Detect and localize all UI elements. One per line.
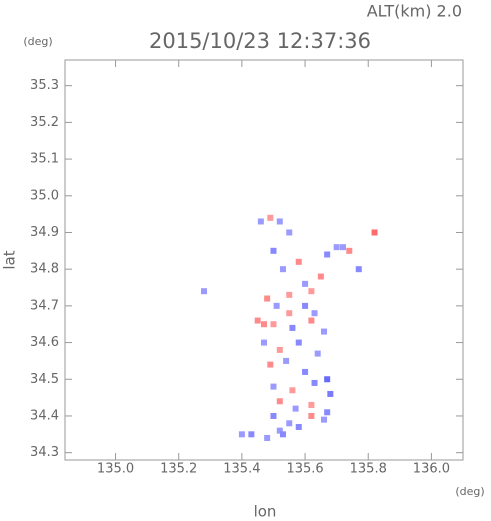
radar-echo <box>261 339 267 346</box>
radar-echo <box>289 324 296 331</box>
radar-echo <box>286 420 293 427</box>
radar-echo <box>270 321 277 328</box>
radar-echo <box>314 350 321 357</box>
y-tick-label: 35.2 <box>30 115 59 130</box>
radar-echo <box>289 387 296 394</box>
radar-echo <box>276 398 283 405</box>
radar-echo <box>254 317 261 324</box>
chart-title: 2015/10/23 12:37:36 <box>149 29 371 53</box>
radar-echo <box>286 291 293 298</box>
y-unit: (deg) <box>23 35 52 48</box>
x-tick-label: 135.6 <box>286 462 323 477</box>
plot-frame <box>64 59 464 461</box>
radar-echo <box>324 376 331 383</box>
x-tick-label: 135.0 <box>97 462 134 477</box>
radar-echo <box>371 229 378 236</box>
radar-echo <box>295 258 302 265</box>
x-tick-label: 135.4 <box>223 462 260 477</box>
x-unit: (deg) <box>455 485 484 498</box>
radar-echo <box>346 247 353 254</box>
radar-echo <box>308 412 315 419</box>
radar-echo <box>270 247 277 254</box>
radar-echo <box>267 361 274 368</box>
y-tick-label: 34.8 <box>30 262 59 277</box>
y-tick-label: 34.9 <box>30 225 59 240</box>
radar-echo <box>279 266 286 273</box>
radar-echo <box>302 302 309 309</box>
radar-echo <box>324 251 331 258</box>
y-tick-label: 34.7 <box>30 298 59 313</box>
radar-echo <box>327 390 334 397</box>
radar-echo <box>279 431 286 438</box>
radar-echo <box>339 244 346 251</box>
radar-echo <box>295 339 302 346</box>
x-label: lon <box>254 503 277 521</box>
y-label: lat <box>1 250 19 269</box>
y-tick-label: 34.3 <box>30 445 59 460</box>
y-tick-label: 35.0 <box>30 188 59 203</box>
radar-echo <box>311 379 318 386</box>
radar-echo <box>283 357 290 364</box>
radar-echo <box>276 218 283 225</box>
radar-echo <box>302 368 309 375</box>
radar-echo <box>264 434 271 441</box>
radar-echo <box>276 346 283 353</box>
radar-echo <box>264 295 271 302</box>
radar-echo <box>238 431 245 438</box>
radar-echo <box>324 409 331 416</box>
y-tick-label: 34.4 <box>30 408 59 423</box>
radar-echo <box>270 412 277 419</box>
radar-echo <box>308 288 315 295</box>
altitude-label: ALT(km) 2.0 <box>367 2 462 21</box>
x-tick-label: 135.8 <box>350 462 387 477</box>
radar-echo <box>308 317 315 324</box>
x-tick-label: 135.2 <box>160 462 197 477</box>
radar-echo <box>321 416 328 423</box>
radar-echo <box>286 229 293 236</box>
radar-echo <box>333 244 340 251</box>
radar-echo <box>321 328 328 335</box>
radar-echo <box>267 214 274 221</box>
radar-echo <box>355 266 362 273</box>
radar-echo <box>273 302 280 309</box>
radar-echo <box>248 431 255 438</box>
radar-echo <box>295 423 302 430</box>
radar-echo <box>200 288 207 295</box>
y-tick-label: 35.3 <box>30 78 59 93</box>
radar-echo <box>302 280 309 287</box>
y-tick-label: 34.6 <box>30 335 59 350</box>
radar-echo <box>276 427 283 434</box>
x-tick-label: 136.0 <box>413 462 450 477</box>
radar-echo <box>261 321 267 328</box>
radar-echo <box>286 310 293 317</box>
radar-echo <box>311 310 318 317</box>
y-tick-label: 35.1 <box>30 152 59 167</box>
radar-echo <box>292 405 299 412</box>
radar-echo <box>317 273 324 280</box>
radar-echo <box>257 218 264 225</box>
y-tick-label: 34.5 <box>30 372 59 387</box>
radar-echo <box>270 383 277 390</box>
radar-echo <box>308 401 315 408</box>
